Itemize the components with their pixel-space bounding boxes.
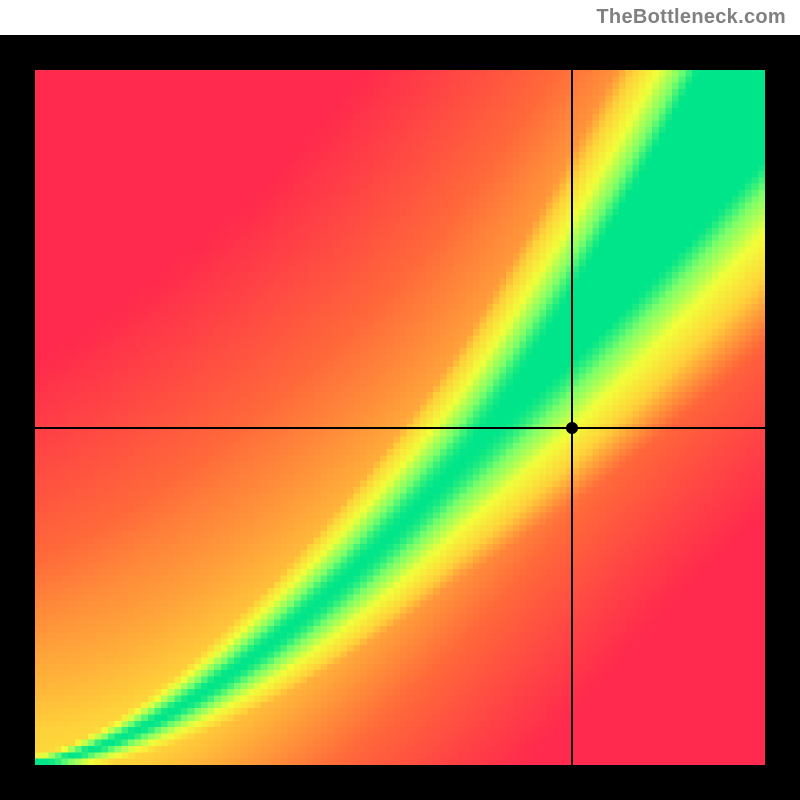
crosshair-horizontal: [35, 427, 765, 429]
crosshair-marker: [566, 422, 578, 434]
watermark-text: TheBottleneck.com: [596, 6, 786, 29]
heatmap-canvas: [35, 70, 765, 765]
heatmap-plot: [35, 70, 765, 765]
chart-black-frame: [0, 35, 800, 800]
crosshair-vertical: [571, 70, 573, 765]
chart-container: TheBottleneck.com: [0, 0, 800, 800]
